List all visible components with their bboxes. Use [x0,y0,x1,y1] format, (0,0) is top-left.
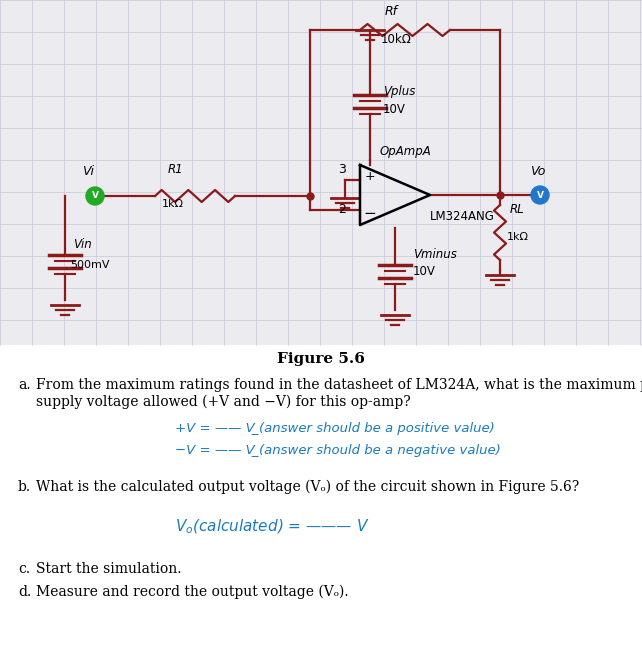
Circle shape [531,186,549,204]
Text: Rf: Rf [385,5,398,18]
Text: 500mV: 500mV [70,260,110,270]
Text: 2: 2 [338,203,346,216]
Text: R1: R1 [168,163,184,176]
Text: 3: 3 [338,163,346,176]
Text: V: V [537,190,544,200]
Text: Vplus: Vplus [383,85,415,98]
Circle shape [86,187,104,205]
Text: −V = —— V ̲(answer should be a negative value): −V = —— V ̲(answer should be a negative … [175,444,501,457]
Text: 10kΩ: 10kΩ [381,33,412,46]
Text: a.: a. [18,378,31,392]
Bar [0,0,642,345]
Text: b.: b. [18,480,31,494]
Text: 1kΩ: 1kΩ [507,232,529,242]
Text: +: + [365,170,376,184]
Text: d.: d. [18,585,31,599]
Text: From the maximum ratings found in the datasheet of LM324A, what is the maximum p: From the maximum ratings found in the da… [36,378,642,409]
Text: Measure and record the output voltage (Vₒ).: Measure and record the output voltage (V… [36,585,349,599]
Text: LM324ANG: LM324ANG [430,210,495,223]
Text: V: V [92,192,98,200]
Text: What is the calculated output voltage (Vₒ) of the circuit shown in Figure 5.6?: What is the calculated output voltage (V… [36,480,579,494]
Text: Start the simulation.: Start the simulation. [36,562,182,576]
Text: $V_o$(calculated) = ——— V: $V_o$(calculated) = ——— V [175,518,369,536]
Text: OpAmpA: OpAmpA [380,145,432,158]
Text: Vi: Vi [82,165,94,178]
Text: Figure 5.6: Figure 5.6 [277,352,365,366]
Text: +V = —— V ̲(answer should be a positive value): +V = —— V ̲(answer should be a positive … [175,422,495,435]
Text: Vin: Vin [73,238,92,251]
Text: 10V: 10V [413,265,436,278]
Text: 1kΩ: 1kΩ [162,199,184,209]
Text: RL: RL [510,203,525,216]
Text: c.: c. [18,562,30,576]
Text: −: − [363,206,376,220]
Text: Vminus: Vminus [413,248,457,261]
Text: 10V: 10V [383,103,406,116]
Text: Vo: Vo [530,165,545,178]
